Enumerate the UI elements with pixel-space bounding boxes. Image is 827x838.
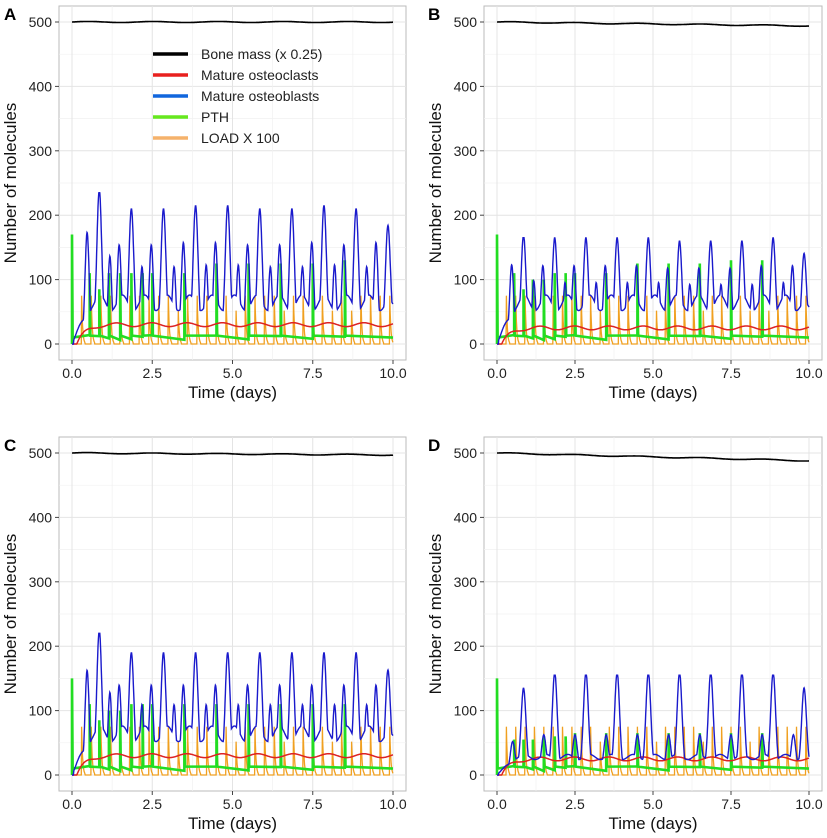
y-axis-label: Number of molecules (1, 534, 20, 695)
series-line-pth (495, 678, 810, 775)
panel-B: 0 100 200 300 400 500 0.0 2.5 5.0 7.5 10.0 Time (da… (426, 5, 823, 402)
series-line-load (497, 295, 810, 345)
y-tick-label: 100 (29, 272, 53, 288)
legend-label: Mature osteoblasts (201, 88, 319, 104)
x-tick-label: 5.0 (223, 796, 243, 812)
x-tick-label: 7.5 (721, 365, 741, 381)
x-tick-label: 10.0 (379, 796, 406, 812)
series-line-osteoclasts (497, 325, 810, 345)
series-line-osteoblasts (497, 674, 810, 776)
legend-label: LOAD X 100 (201, 130, 280, 146)
legend-label: Mature osteoclasts (201, 67, 319, 83)
series-line-pth (495, 234, 810, 344)
y-tick-label: 300 (454, 143, 478, 159)
series-line-bone-mass (72, 451, 394, 457)
y-tick-label: 0 (44, 767, 52, 783)
y-tick-label: 400 (454, 78, 478, 94)
legend-label: PTH (201, 109, 229, 125)
y-tick-label: 500 (29, 445, 53, 461)
y-tick-label: 400 (454, 509, 478, 525)
y-tick-label: 200 (29, 207, 53, 223)
y-tick-label: 400 (29, 509, 53, 525)
series-group (495, 20, 810, 345)
legend: Bone mass (x 0.25) Mature osteoclasts Matu… (153, 46, 322, 146)
x-tick-label: 5.0 (643, 796, 663, 812)
x-tick-label: 2.5 (143, 796, 163, 812)
series-line-load (497, 726, 810, 776)
y-tick-label: 500 (454, 445, 478, 461)
x-tick-label: 10.0 (795, 796, 822, 812)
y-tick-label: 100 (29, 703, 53, 719)
y-tick-label: 200 (454, 638, 478, 654)
x-tick-label: 0.0 (487, 796, 507, 812)
x-tick-label: 0.0 (487, 365, 507, 381)
legend-label: Bone mass (x 0.25) (201, 46, 322, 62)
x-tick-label: 10.0 (795, 365, 822, 381)
y-tick-label: 0 (44, 336, 52, 352)
y-tick-label: 200 (454, 207, 478, 223)
y-tick-label: 500 (29, 14, 53, 30)
y-tick-label: 0 (469, 767, 477, 783)
panel-letter: D (428, 436, 440, 455)
series-line-load (72, 726, 394, 776)
x-axis-label: Time (days) (608, 383, 697, 402)
panel-letter: A (4, 5, 16, 24)
x-tick-label: 5.0 (223, 365, 243, 381)
series-line-pth (70, 678, 394, 775)
series-group (495, 452, 810, 776)
series-line-osteoblasts (497, 237, 810, 345)
y-tick-label: 100 (454, 272, 478, 288)
panel-C: 0 100 200 300 400 500 0.0 2.5 5.0 7.5 10.0 Time (da… (1, 436, 407, 833)
series-group (70, 20, 394, 345)
y-tick-label: 400 (29, 78, 53, 94)
y-tick-label: 300 (454, 574, 478, 590)
x-tick-label: 0.0 (62, 365, 82, 381)
series-line-osteoclasts (72, 321, 394, 345)
y-tick-label: 300 (29, 143, 53, 159)
series-line-bone-mass (497, 452, 809, 462)
x-tick-label: 5.0 (643, 365, 663, 381)
series-line-bone-mass (497, 20, 809, 28)
panel-letter: C (4, 436, 16, 455)
series-line-osteoclasts (72, 752, 394, 776)
y-tick-label: 0 (469, 336, 477, 352)
x-tick-label: 2.5 (143, 365, 163, 381)
series-line-pth (70, 234, 394, 344)
x-tick-label: 2.5 (565, 796, 585, 812)
series-line-osteoblasts (72, 632, 394, 776)
panel-letter: B (428, 5, 440, 24)
panel-D: 0 100 200 300 400 500 0.0 2.5 5.0 7.5 10.0 Time (da… (426, 436, 823, 833)
y-axis-label: Number of molecules (426, 534, 445, 695)
series-group (70, 451, 394, 776)
y-tick-label: 200 (29, 638, 53, 654)
x-tick-label: 0.0 (62, 796, 82, 812)
x-axis-label: Time (days) (608, 814, 697, 833)
y-tick-label: 100 (454, 703, 478, 719)
y-tick-label: 500 (454, 14, 478, 30)
x-axis-label: Time (days) (188, 383, 277, 402)
x-tick-label: 7.5 (721, 796, 741, 812)
y-axis-label: Number of molecules (1, 103, 20, 264)
x-axis-label: Time (days) (188, 814, 277, 833)
y-axis-label: Number of molecules (426, 103, 445, 264)
x-tick-label: 7.5 (303, 796, 323, 812)
x-tick-label: 10.0 (379, 365, 406, 381)
series-line-osteoblasts (72, 192, 394, 345)
series-line-osteoclasts (497, 756, 810, 776)
panel-A: 0 100 200 300 400 500 0.0 2.5 5.0 7.5 10.0 Time (da… (1, 5, 407, 402)
y-tick-label: 300 (29, 574, 53, 590)
x-tick-label: 7.5 (303, 365, 323, 381)
series-line-load (72, 295, 394, 345)
x-tick-label: 2.5 (565, 365, 585, 381)
series-line-bone-mass (72, 20, 393, 24)
